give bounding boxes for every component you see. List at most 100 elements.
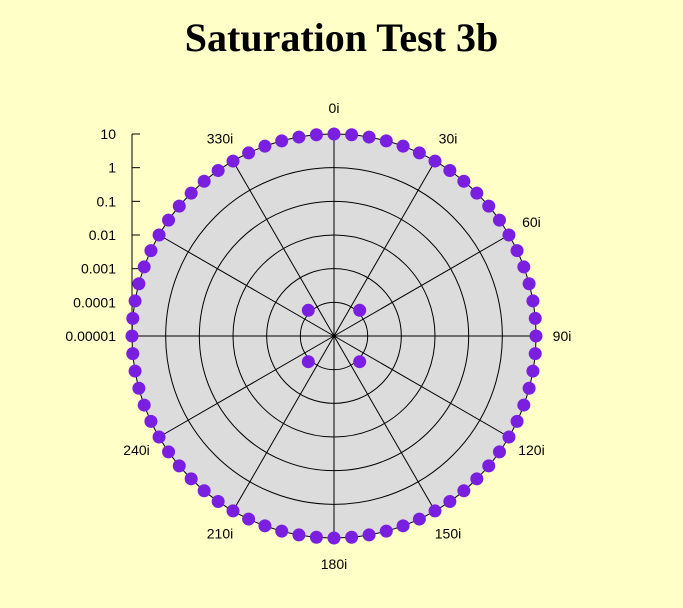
data-point: [172, 199, 186, 213]
data-point: [126, 311, 140, 325]
data-point: [492, 445, 506, 459]
data-point: [510, 414, 524, 428]
data-point: [327, 127, 341, 141]
data-point: [362, 528, 376, 542]
data-point: [242, 512, 256, 526]
data-point: [345, 128, 359, 142]
data-point: [379, 134, 393, 148]
grid-spoke: [158, 335, 335, 438]
data-point: [301, 303, 315, 317]
data-point: [526, 294, 540, 308]
data-point: [132, 381, 146, 395]
data-point: [502, 430, 516, 444]
chart-title: Saturation Test 3b: [184, 15, 499, 60]
grid: [132, 134, 536, 538]
data-point: [128, 294, 142, 308]
data-point: [510, 244, 524, 258]
data-point: [292, 130, 306, 144]
data-point: [275, 524, 289, 538]
data-point: [517, 260, 531, 274]
data-point: [128, 364, 142, 378]
data-point: [162, 445, 176, 459]
angle-label: 90i: [553, 328, 572, 344]
grid-spoke: [333, 335, 510, 438]
data-point: [137, 260, 151, 274]
radial-axis: 10 1 0.1 0.01 0.001 0.0001 0.00001: [65, 126, 140, 344]
angle-labels: 0i 30i 60i 90i 120i 150i 180i 210i 240i 330i: [123, 100, 571, 572]
data-point: [144, 414, 158, 428]
data-point: [162, 213, 176, 227]
data-point: [353, 355, 367, 369]
data-point: [457, 174, 471, 188]
radial-tick-label: 0.001: [81, 261, 116, 277]
grid-spoke: [333, 335, 436, 512]
grid-spoke: [333, 160, 436, 337]
grid-spoke: [158, 234, 335, 337]
data-point: [172, 459, 186, 473]
data-point: [197, 484, 211, 498]
data-points: [125, 127, 543, 545]
data-point: [226, 504, 240, 518]
data-point: [443, 494, 457, 508]
data-point: [211, 164, 225, 178]
data-point: [275, 134, 289, 148]
radial-tick-label: 0.00001: [65, 328, 116, 344]
radial-tick-label: 1: [108, 160, 116, 176]
data-point: [211, 494, 225, 508]
angle-label: 0i: [329, 100, 340, 116]
data-point: [517, 398, 531, 412]
data-point: [242, 146, 256, 160]
data-point: [327, 531, 341, 545]
data-point: [457, 484, 471, 498]
data-point: [125, 329, 139, 343]
angle-label: 330i: [207, 131, 233, 147]
data-point: [482, 459, 496, 473]
data-point: [292, 528, 306, 542]
data-point: [492, 213, 506, 227]
angle-label: 30i: [439, 131, 458, 147]
data-point: [470, 186, 484, 200]
grid-spoke: [232, 160, 335, 337]
data-point: [396, 519, 410, 533]
data-point: [528, 311, 542, 325]
data-point: [443, 164, 457, 178]
data-point: [258, 519, 272, 533]
data-point: [309, 128, 323, 142]
angle-label: 180i: [321, 556, 347, 572]
data-point: [428, 154, 442, 168]
grid-spoke: [333, 234, 510, 337]
data-point: [345, 530, 359, 544]
data-point: [412, 146, 426, 160]
radial-tick-label: 10: [100, 126, 116, 142]
data-point: [379, 524, 393, 538]
data-point: [528, 347, 542, 361]
angle-label: 210i: [207, 525, 233, 541]
data-point: [258, 139, 272, 153]
radial-tick-label: 0.0001: [73, 294, 116, 310]
angle-label: 240i: [123, 442, 149, 458]
data-point: [522, 381, 536, 395]
data-point: [353, 303, 367, 317]
data-point: [470, 472, 484, 486]
data-point: [301, 355, 315, 369]
data-point: [428, 504, 442, 518]
data-point: [184, 472, 198, 486]
radial-tick-label: 0.01: [89, 227, 116, 243]
data-point: [522, 277, 536, 291]
data-point: [482, 199, 496, 213]
grid-spoke: [232, 335, 335, 512]
angle-label: 60i: [522, 214, 541, 230]
data-point: [152, 430, 166, 444]
data-point: [144, 244, 158, 258]
angle-label: 120i: [518, 442, 544, 458]
data-point: [152, 228, 166, 242]
data-point: [529, 329, 543, 343]
data-point: [526, 364, 540, 378]
data-point: [396, 139, 410, 153]
data-point: [126, 347, 140, 361]
data-point: [362, 130, 376, 144]
data-point: [137, 398, 151, 412]
data-point: [412, 512, 426, 526]
